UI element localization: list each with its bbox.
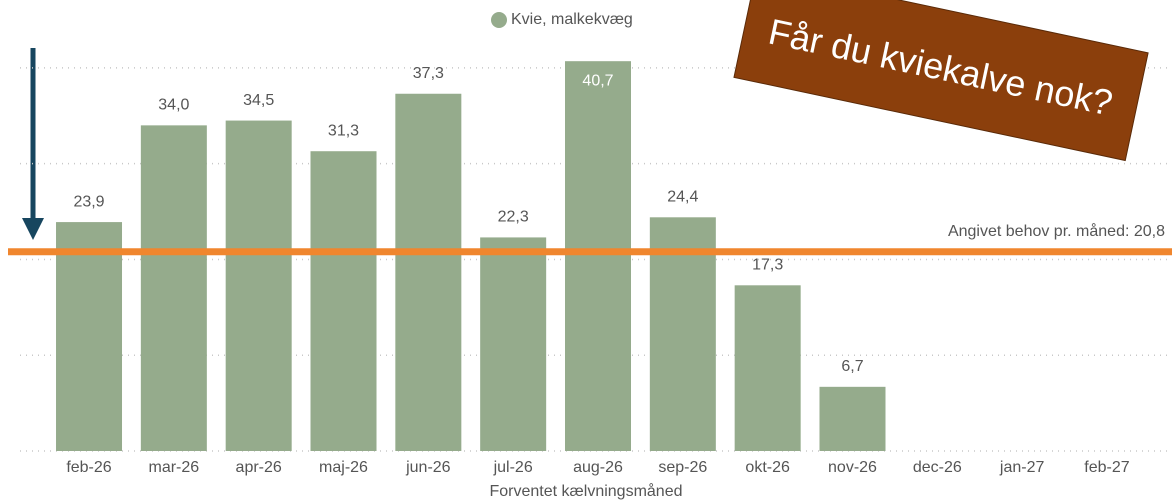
bar [225, 120, 292, 452]
value-label: 40,7 [582, 72, 613, 89]
bar [56, 222, 123, 451]
annotation: Får du kviekalve nok? [733, 0, 1149, 162]
value-label: 6,7 [841, 358, 863, 375]
bar [734, 285, 801, 451]
x-tick-label: jun-26 [405, 459, 451, 476]
arrow-head [22, 218, 44, 240]
value-label: 34,5 [243, 92, 274, 109]
value-label: 31,3 [328, 122, 359, 139]
x-tick-label: jan-27 [999, 459, 1045, 476]
bar [140, 125, 207, 451]
bar [819, 386, 886, 451]
value-label: 24,4 [667, 189, 698, 206]
x-tick-label: maj-26 [319, 459, 368, 476]
x-tick-label: feb-27 [1084, 459, 1129, 476]
reference-label: Angivet behov pr. måned: 20,8 [948, 222, 1165, 240]
legend-label: Kvie, malkekvæg [511, 11, 633, 28]
x-tick-label: aug-26 [573, 459, 623, 476]
value-label: 23,9 [73, 193, 104, 210]
x-tick-label: jul-26 [493, 459, 533, 476]
x-tick-label: dec-26 [913, 459, 962, 476]
value-label: 34,0 [158, 97, 189, 114]
bar [395, 93, 462, 451]
bar [649, 217, 716, 451]
value-label: 17,3 [752, 257, 783, 274]
x-tick-label: sep-26 [658, 459, 707, 476]
x-tick-label: apr-26 [236, 459, 282, 476]
value-label: 22,3 [498, 209, 529, 226]
bar [310, 151, 377, 451]
x-tick-label: mar-26 [149, 459, 200, 476]
bar [480, 237, 547, 451]
bar [565, 61, 631, 451]
legend-swatch [491, 12, 507, 28]
x-tick-label: feb-26 [66, 459, 111, 476]
x-tick-label: okt-26 [745, 459, 790, 476]
x-axis-label: Forventet kælvningsmåned [490, 482, 683, 500]
value-label: 37,3 [413, 65, 444, 82]
annotation-box [733, 0, 1149, 162]
x-tick-label: nov-26 [828, 459, 877, 476]
